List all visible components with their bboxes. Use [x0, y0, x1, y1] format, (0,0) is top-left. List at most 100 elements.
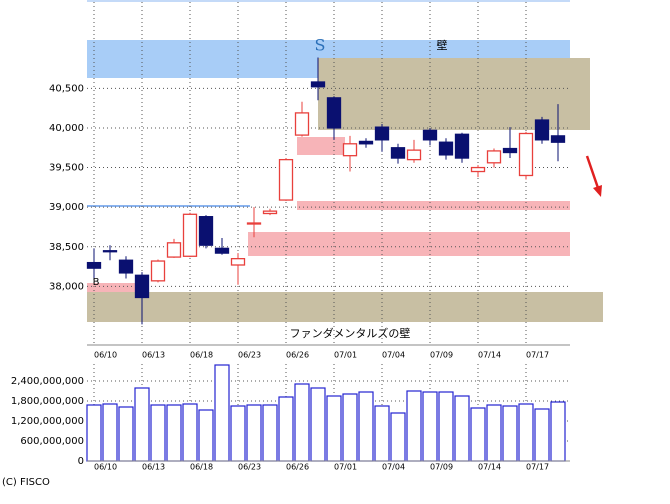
candle-body — [422, 129, 438, 141]
x-tick-label: 07/04 — [382, 351, 405, 360]
candle-body — [134, 274, 150, 299]
y-tick-label: 39,000 — [49, 202, 84, 213]
x-tick-label: 06/18 — [190, 463, 213, 472]
volume-bar — [374, 405, 390, 462]
zone-pink — [297, 201, 570, 210]
wall-label: 壁 — [437, 38, 448, 52]
volume-bar — [470, 407, 486, 462]
arrow — [585, 155, 602, 197]
candle-body — [342, 143, 358, 157]
volume-bar — [198, 409, 214, 462]
candle-body — [502, 147, 518, 154]
y-tick-label: 38,500 — [49, 242, 84, 253]
x-tick-label: 06/18 — [190, 351, 213, 360]
volume-bar — [262, 404, 278, 462]
volume-bar — [294, 383, 310, 462]
volume-bar — [246, 404, 262, 462]
buy-marker: B — [93, 277, 100, 288]
candle-body — [374, 126, 390, 141]
zones — [87, 40, 603, 322]
volume-bar — [438, 391, 454, 462]
zone-pink — [297, 137, 345, 155]
sell-marker: S — [315, 36, 326, 55]
x-tick-label: 06/26 — [286, 463, 309, 472]
volume-bar — [166, 404, 182, 462]
y-tick-label: 39,500 — [49, 163, 84, 174]
volume-bar — [422, 391, 438, 462]
x-tick-label: 07/01 — [334, 351, 357, 360]
y-tick-label: 600,000,000 — [20, 436, 84, 447]
candle-body — [278, 158, 294, 201]
candle-body — [86, 261, 102, 269]
candle-body — [534, 119, 550, 141]
volume-bar — [390, 412, 406, 462]
y-tick-label: 1,800,000,000 — [11, 396, 84, 407]
candle-body — [262, 210, 278, 215]
candle-body — [214, 247, 230, 254]
candle-body — [166, 242, 182, 258]
volume-bar — [454, 395, 470, 462]
candle-body — [486, 150, 502, 164]
x-tick-label: 06/10 — [94, 463, 117, 472]
volume-bar — [358, 391, 374, 462]
copyright: (C) FISCO — [2, 477, 50, 488]
volume-bar — [214, 364, 230, 462]
x-tick-label: 07/14 — [478, 351, 501, 360]
y-tick-label: 38,000 — [49, 281, 84, 292]
volume-bar — [550, 401, 566, 462]
volume-bar — [534, 408, 550, 462]
y-tick-label: 40,500 — [49, 83, 84, 94]
x-tick-label: 06/10 — [94, 351, 117, 360]
candle-body — [358, 140, 374, 145]
volume-bar — [118, 406, 134, 462]
volume-bar — [342, 393, 358, 462]
volume-bar — [150, 404, 166, 462]
x-tick-label: 06/13 — [142, 463, 165, 472]
candle-body — [310, 81, 326, 88]
x-tick-label: 06/23 — [238, 463, 261, 472]
candle-body — [390, 147, 406, 159]
candle-body — [470, 166, 486, 173]
volume-bar — [86, 404, 102, 462]
volume-bar — [502, 405, 518, 462]
zone-wall — [318, 58, 590, 130]
x-tick-label: 07/09 — [430, 351, 453, 360]
volume-bar — [230, 405, 246, 462]
candle-body — [198, 216, 214, 246]
y-tick-label: 2,400,000,000 — [11, 376, 84, 387]
volume-bar — [278, 396, 294, 462]
candle-body — [326, 97, 342, 129]
y-tick-label: 1,200,000,000 — [11, 416, 84, 427]
zone-wall — [87, 292, 603, 322]
volume-bar — [310, 387, 326, 462]
candle-body — [406, 149, 422, 161]
zone-pink — [248, 232, 570, 256]
y-tick-label: 0 — [78, 456, 84, 467]
volume-bar — [406, 390, 422, 462]
x-tick-label: 06/26 — [286, 351, 309, 360]
candle-body — [518, 132, 534, 177]
x-tick-label: 07/01 — [334, 463, 357, 472]
candle-body — [230, 258, 246, 266]
candle-body — [550, 135, 566, 143]
x-tick-label: 06/23 — [238, 351, 261, 360]
volume-bar — [518, 403, 534, 462]
x-tick-label: 07/14 — [478, 463, 501, 472]
x-tick-label: 07/04 — [382, 463, 405, 472]
candle-body — [182, 213, 198, 257]
fundamental-wall-label: ファンダメンタルズの壁 — [290, 326, 411, 340]
arrow-head — [593, 185, 602, 197]
volume-bar — [102, 403, 118, 462]
candle-body — [454, 133, 470, 159]
x-tick-label: 07/17 — [526, 351, 549, 360]
candle-body — [118, 259, 134, 274]
volume-bar — [486, 404, 502, 462]
x-tick-label: 07/09 — [430, 463, 453, 472]
y-tick-label: 40,000 — [49, 123, 84, 134]
candle-body — [246, 222, 262, 225]
volume-bar — [134, 387, 150, 462]
arrow-line — [585, 155, 600, 189]
volume-bar — [182, 403, 198, 462]
